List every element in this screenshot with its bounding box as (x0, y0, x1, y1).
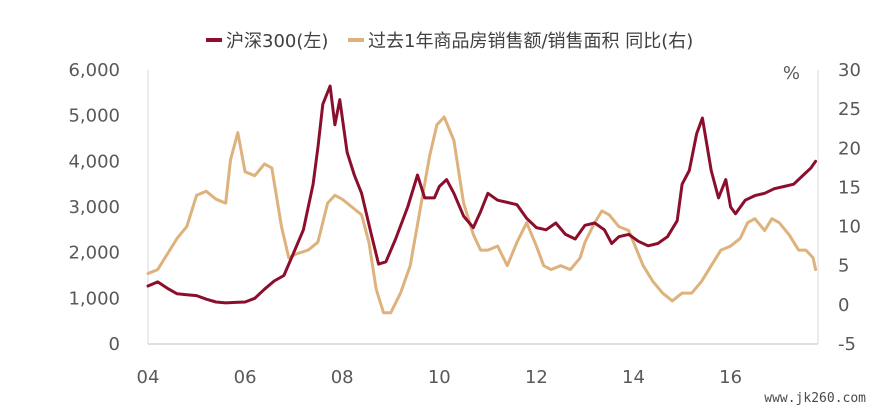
series-line-csi300 (146, 84, 818, 305)
y-axis-left-tick-label: 4,000 (68, 151, 120, 172)
x-axis-tick-label: 10 (428, 367, 451, 388)
y-axis-right-tick-label: -5 (838, 334, 856, 355)
y-axis-left-ticks: 0 1,000 2,000 3,000 4,000 5,000 6,000 (68, 60, 120, 355)
y-axis-right-tick-label: 25 (838, 99, 861, 120)
y-axis-left-tick-label: 5,000 (68, 106, 120, 127)
y-axis-left-tick-label: 1,000 (68, 288, 120, 309)
x-axis-ticks: 04 06 08 10 12 14 16 (137, 367, 743, 388)
y-axis-right-tick-label: 15 (838, 177, 861, 198)
legend-label-property-sales-yoy: 过去1年商品房销售额/销售面积 同比(右) (368, 31, 693, 52)
x-axis-tick-label: 12 (525, 367, 548, 388)
x-axis-tick-label: 08 (331, 367, 354, 388)
x-axis-tick-label: 06 (234, 367, 257, 388)
legend-label-csi300: 沪深300(左) (226, 31, 328, 52)
y-axis-right-tick-label: 30 (838, 60, 861, 81)
x-axis-tick-label: 16 (719, 367, 742, 388)
y-axis-right-tick-label: 10 (838, 217, 861, 238)
x-axis-tick-label: 04 (137, 367, 160, 388)
y-axis-left-tick-label: 3,000 (68, 197, 120, 218)
x-axis-tick-label: 14 (622, 367, 645, 388)
y-axis-right-tick-label: 5 (838, 256, 849, 277)
y-axis-left-tick-label: 6,000 (68, 60, 120, 81)
y-axis-right-ticks: -5 0 5 10 15 20 25 30 (838, 60, 861, 355)
series-line-property-sales-yoy (146, 115, 818, 315)
y-axis-right-unit: % (783, 63, 800, 84)
y-axis-right-tick-label: 0 (838, 295, 849, 316)
chart-legend: 沪深300(左) 过去1年商品房销售额/销售面积 同比(右) (206, 31, 693, 52)
y-axis-left-tick-label: 0 (109, 334, 120, 355)
y-axis-right-tick-label: 20 (838, 138, 861, 159)
watermark: www.jk260.com (764, 391, 866, 406)
y-axis-left-tick-label: 2,000 (68, 243, 120, 264)
